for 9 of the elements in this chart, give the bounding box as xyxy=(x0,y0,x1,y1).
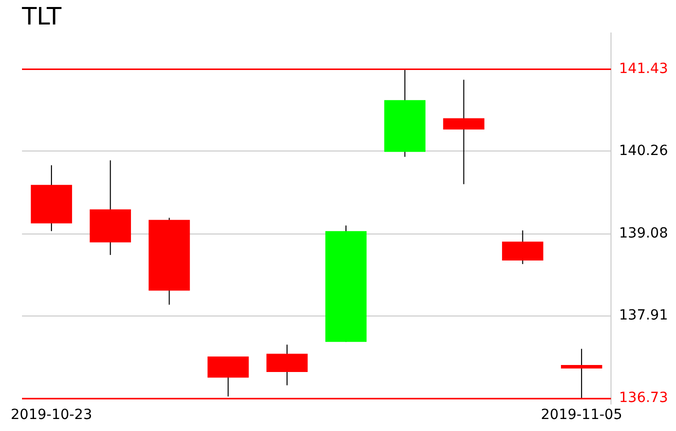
x-tick-label: 2019-10-23 xyxy=(10,407,92,424)
candlestick xyxy=(443,79,484,185)
y-tick-label: 137.91 xyxy=(619,308,668,324)
y-tick-label: 140.26 xyxy=(619,142,668,159)
x-tick-label: 2019-11-05 xyxy=(540,407,622,424)
y-tick-label: 141.43 xyxy=(619,60,668,77)
y-tick-label: 136.73 xyxy=(619,390,668,406)
chart-title: TLT xyxy=(21,2,62,31)
y-tick-label: 139.08 xyxy=(619,226,668,242)
